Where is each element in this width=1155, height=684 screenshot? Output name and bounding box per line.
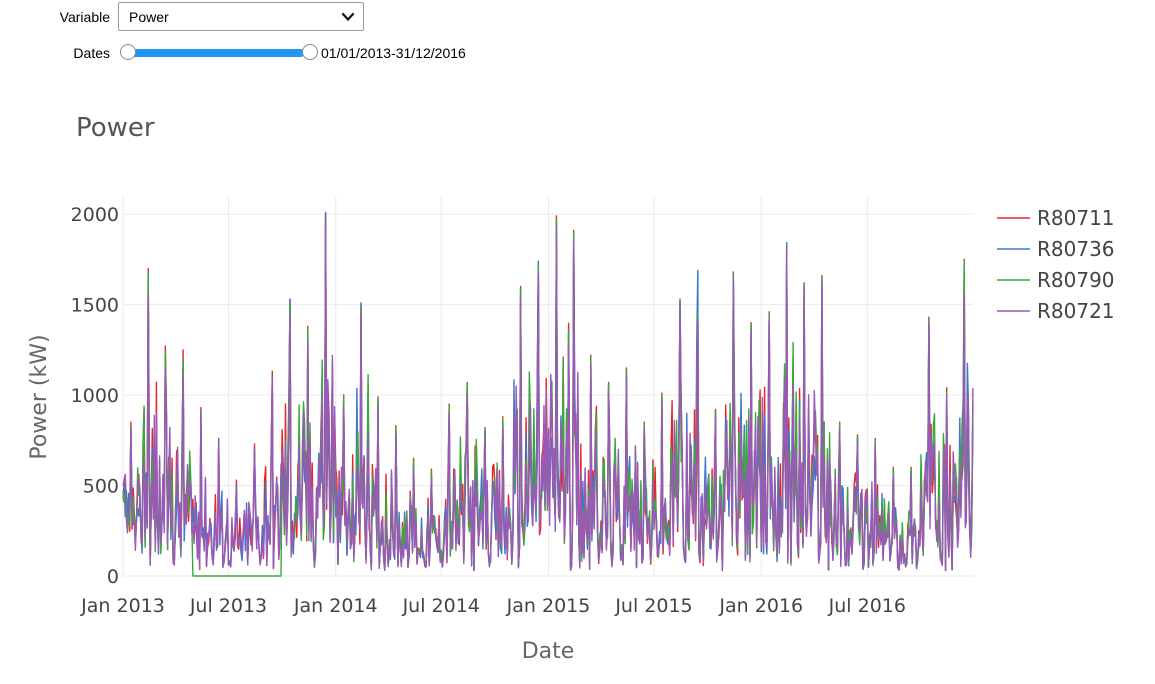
chevron-down-icon	[341, 12, 355, 22]
legend-label: R80711	[1037, 206, 1115, 230]
variable-select[interactable]: Power	[118, 2, 364, 31]
y-tick-label: 0	[107, 566, 119, 588]
x-tick-label: Jan 2013	[80, 595, 165, 617]
series-line-r80721	[122, 213, 974, 572]
x-tick-label: Jan 2014	[293, 595, 378, 617]
y-axis-title: Power (kW)	[27, 334, 52, 459]
y-axis: 0 500 1000 1500 2000	[71, 204, 119, 588]
date-range-text: 01/01/2013-31/12/2016	[321, 45, 466, 61]
legend-label: R80790	[1037, 268, 1115, 292]
y-tick-label: 1000	[71, 385, 119, 407]
x-axis-title: Date	[522, 639, 575, 664]
slider-end-handle[interactable]	[302, 44, 318, 60]
legend-label: R80736	[1037, 237, 1115, 261]
y-tick-label: 1500	[71, 295, 119, 317]
variable-label: Variable	[59, 9, 110, 25]
variable-select-value: Power	[129, 9, 169, 25]
chart-title: Power	[76, 113, 155, 143]
x-tick-label: Jul 2013	[189, 595, 267, 617]
x-tick-label: Jan 2015	[506, 595, 591, 617]
legend-label: R80721	[1037, 299, 1115, 323]
slider-track[interactable]	[128, 49, 304, 57]
x-tick-label: Jul 2015	[614, 595, 692, 617]
y-tick-label: 2000	[71, 204, 119, 226]
x-tick-label: Jul 2014	[402, 595, 480, 617]
legend: R80711 R80736 R80790 R80721	[997, 206, 1115, 323]
date-range-slider[interactable]	[118, 44, 318, 64]
dates-label: Dates	[73, 45, 110, 61]
x-tick-label: Jan 2016	[718, 595, 803, 617]
controls-bar: Variable Power Dates 01/01/2013-31/12/20…	[0, 0, 1155, 80]
series-layer	[122, 211, 974, 577]
slider-start-handle[interactable]	[120, 44, 136, 60]
x-tick-label: Jul 2016	[828, 595, 906, 617]
y-tick-label: 500	[83, 476, 119, 498]
x-axis: Jan 2013 Jul 2013 Jan 2014 Jul 2014 Jan 2015…	[80, 595, 906, 617]
